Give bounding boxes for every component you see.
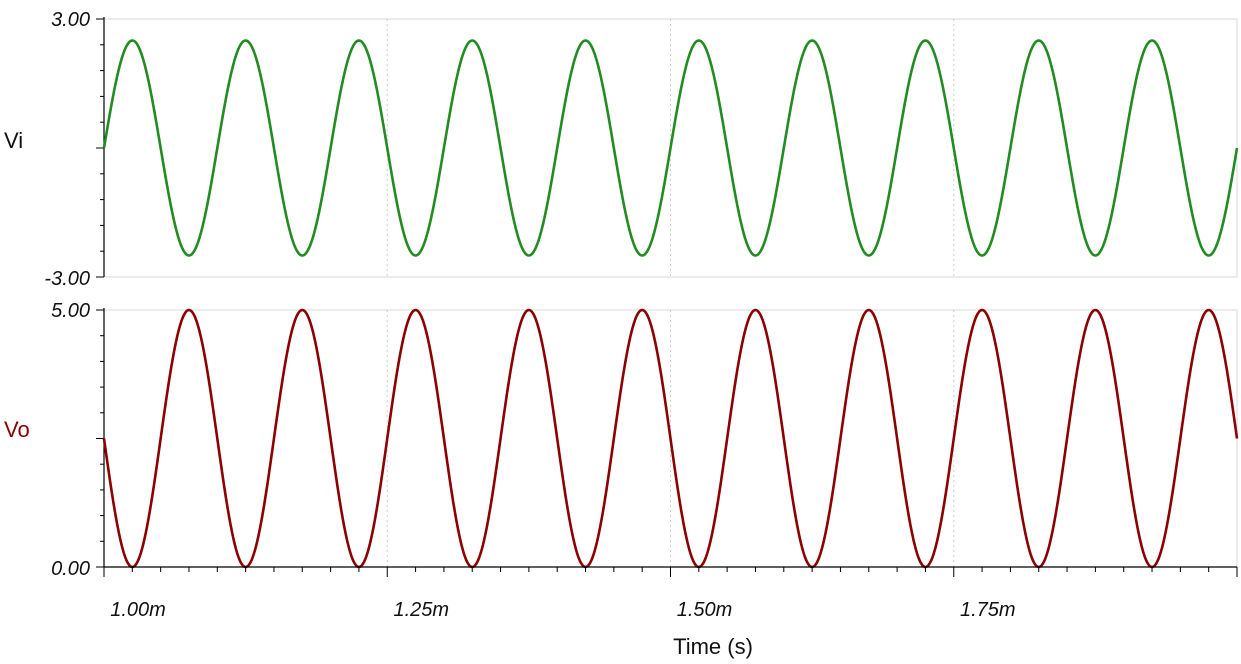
x-tick-label: 1.50m bbox=[677, 599, 733, 621]
y-tick-label-top: 3.00 bbox=[51, 9, 90, 31]
x-tick-label: 1.00m bbox=[110, 599, 166, 621]
series-label-vo: Vo bbox=[4, 417, 30, 442]
series-label-vi: Vi bbox=[4, 128, 23, 153]
series-line-vi bbox=[102, 39, 1239, 257]
x-tick-label: 1.75m bbox=[960, 599, 1016, 621]
panel-vo: 5.00 0.00 Vo bbox=[4, 300, 1239, 580]
series-line-vo bbox=[102, 308, 1239, 569]
y-tick-label-top: 5.00 bbox=[51, 300, 90, 322]
x-tick-label: 1.25m bbox=[393, 599, 449, 621]
x-axis: 1.00m 1.25m 1.50m 1.75m bbox=[103, 566, 1238, 621]
panel-vi: 3.00 -3.00 Vi bbox=[4, 9, 1239, 290]
x-axis-title: Time (s) bbox=[673, 634, 753, 659]
y-tick-label-bottom: 0.00 bbox=[51, 558, 90, 580]
y-tick-label-bottom: -3.00 bbox=[44, 268, 90, 290]
